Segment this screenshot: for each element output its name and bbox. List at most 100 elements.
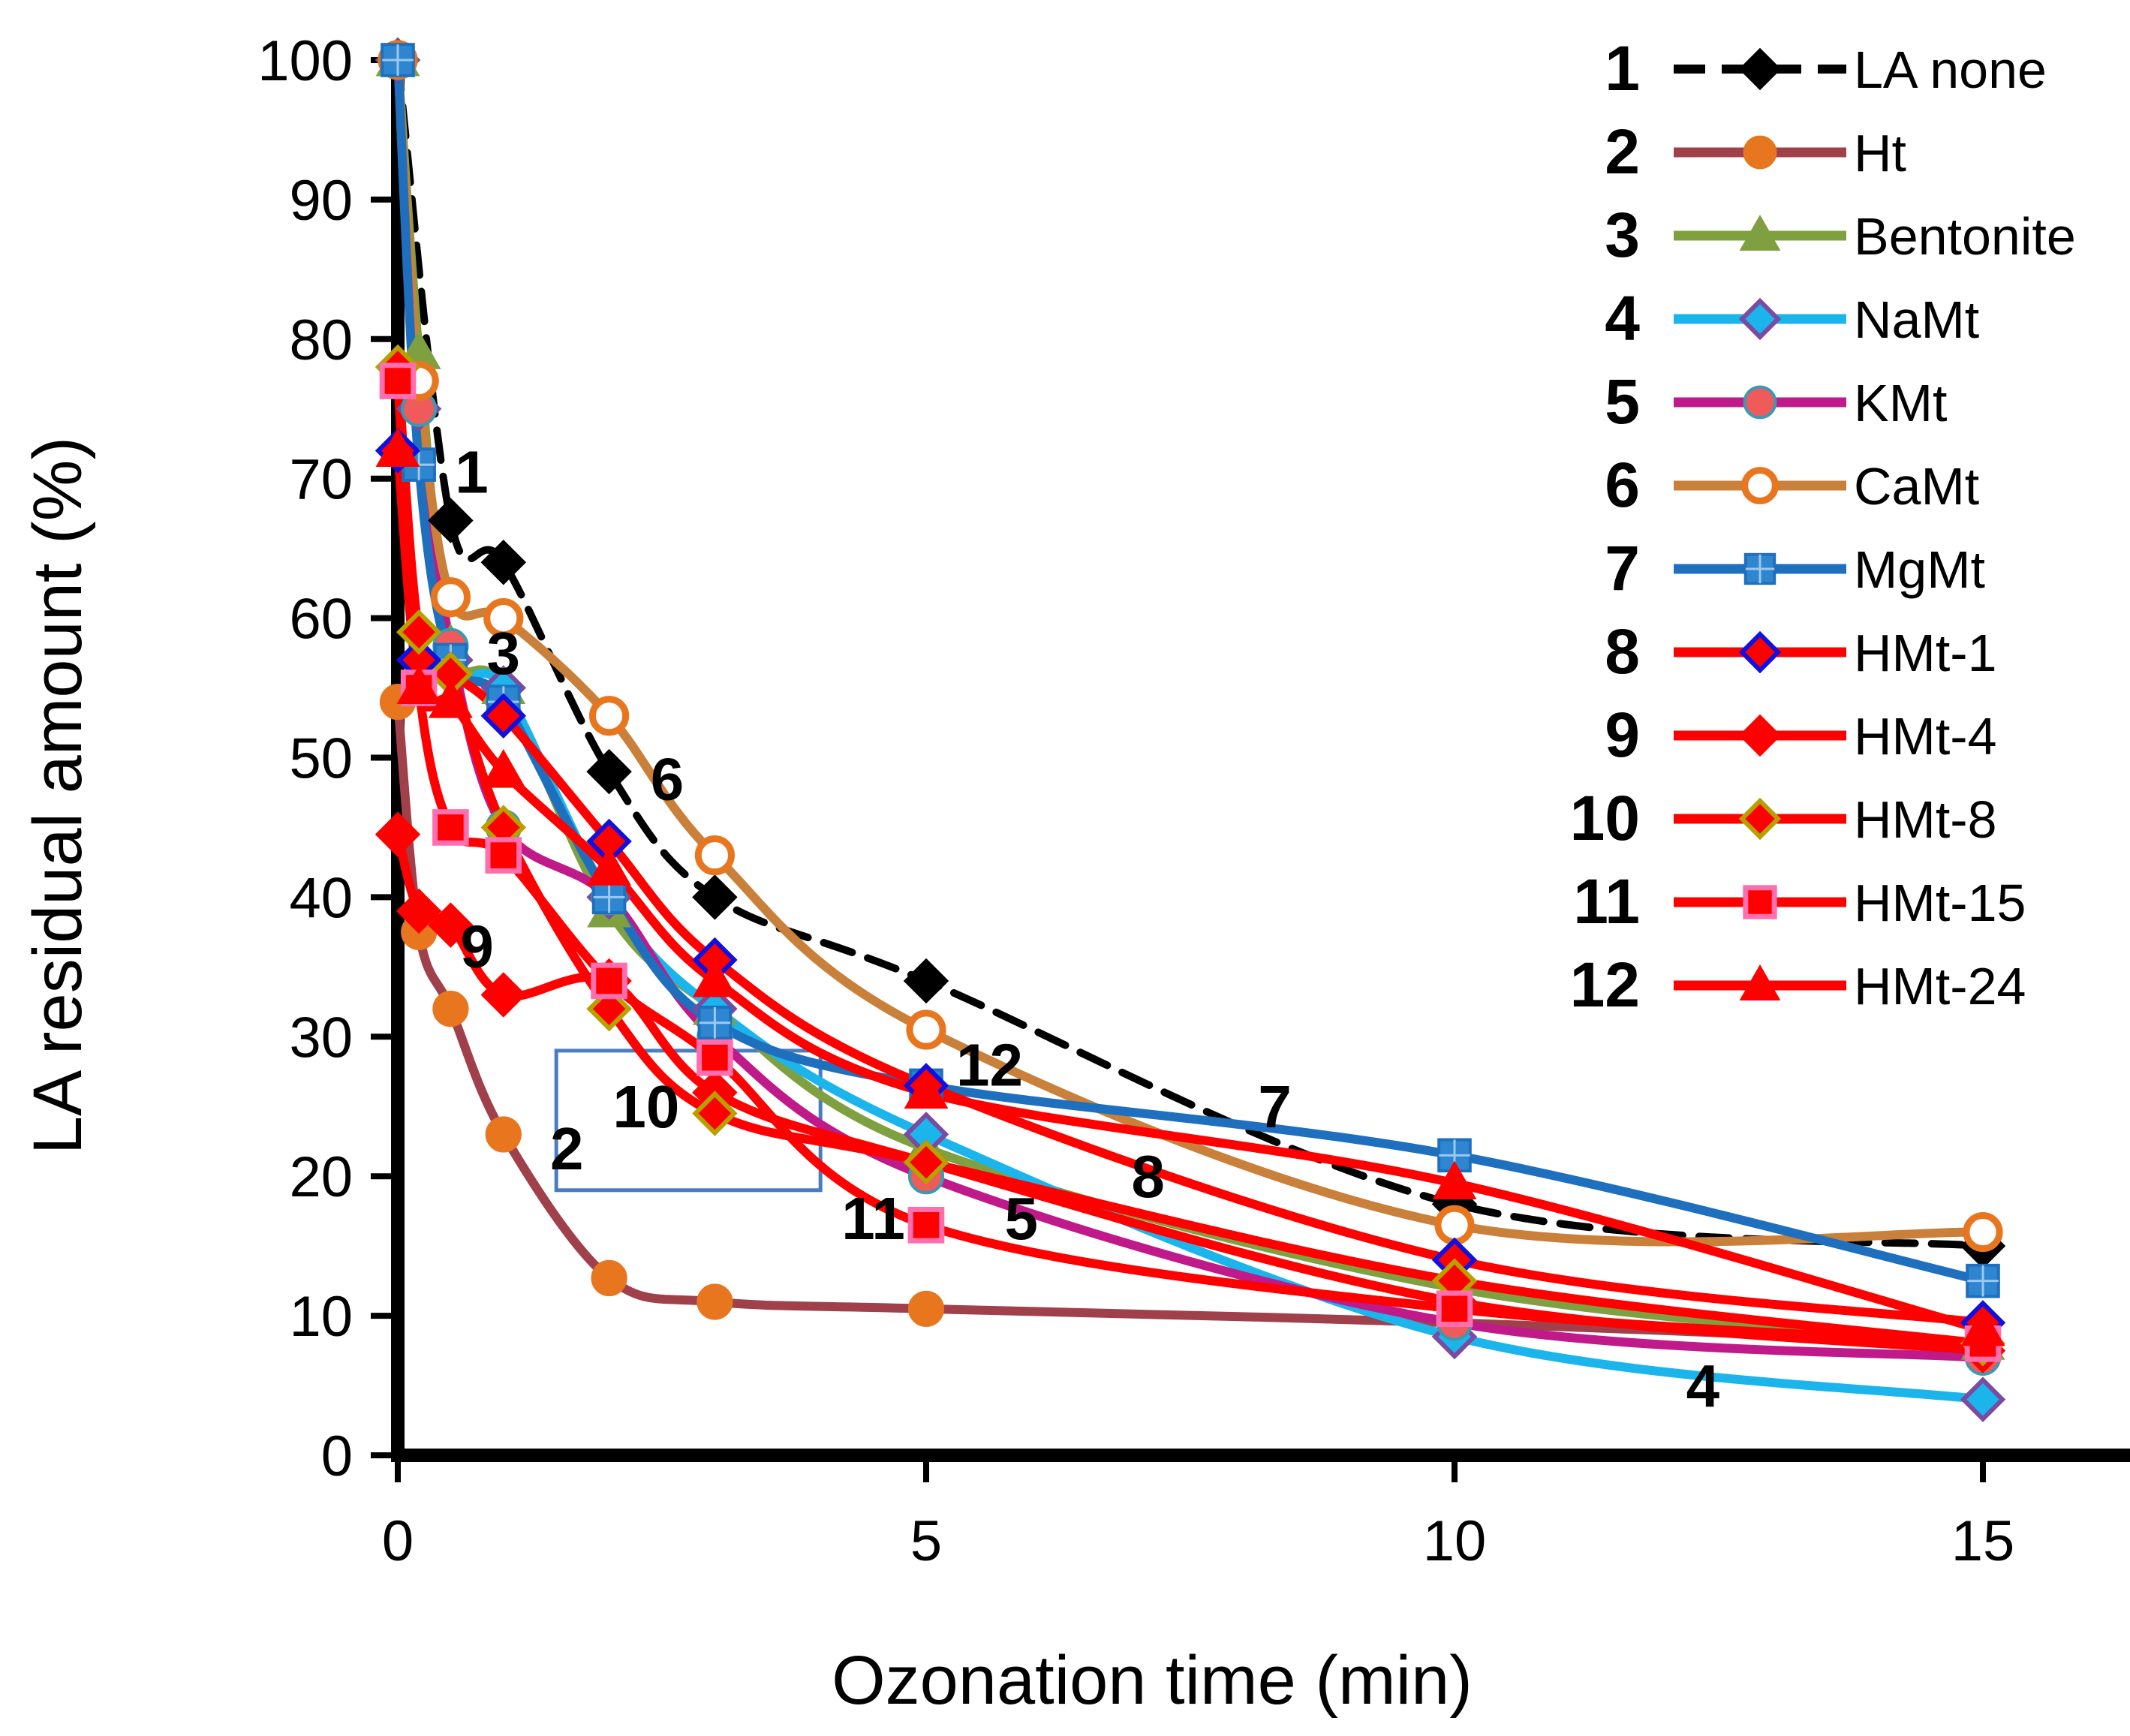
y-tick-label: 10 [289,1285,353,1349]
legend-marker [1743,552,1777,585]
legend-item: 12 HMt-24 [1570,949,2026,1020]
marker-series-1 [480,539,527,585]
marker-series-12 [692,958,737,997]
legend-label: KMt [1854,374,1947,432]
legend-item: 11 HMt-15 [1573,866,2026,937]
marker-series-7 [381,43,415,77]
marker-series-8 [480,693,527,739]
x-tick-label: 0 [382,1509,414,1573]
marker-series-9 [396,888,442,934]
marker-series-11 [485,837,522,874]
y-tick-label: 20 [289,1145,353,1209]
series-markers [375,37,2006,1422]
curve-number-label: 12 [956,1031,1023,1098]
y-tick-label: 40 [289,866,353,930]
marker-series-6 [589,696,630,736]
legend-marker [1738,297,1782,341]
series-line-5 [393,56,1987,1362]
legend-number: 6 [1605,450,1640,520]
marker-series-11 [432,809,469,846]
marker-series-11 [696,1039,733,1076]
marker-series-10 [396,609,442,655]
legend-label: CaMt [1854,457,1979,516]
legend-number: 11 [1573,866,1640,937]
x-tick-label: 5 [910,1509,942,1573]
marker-series-9 [375,811,421,857]
marker-series-10 [692,1091,738,1136]
legend-number: 5 [1605,366,1640,437]
legend-number: 8 [1605,616,1640,687]
series-annotations: 1 3 6 9 10 2 12 7 8 11 5 4 [455,438,1719,1419]
legend-number: 10 [1570,783,1640,853]
legend-item: 1 LA none [1605,33,2047,104]
legend: 1 LA none 2 Ht 3 Bentonite 4 NaMt 5 KMt 6 CaMt 7 MgMt… [1570,33,2076,1020]
marker-series-6 [430,577,471,618]
legend-item: 7 MgMt [1605,533,1985,603]
legend-item: 9 HMt-4 [1605,700,1996,770]
marker-series-1 [692,874,738,920]
marker-series-11 [379,363,417,399]
curve-number-label: 5 [1004,1185,1038,1252]
curve-number-label: 4 [1686,1352,1720,1419]
marker-series-2 [485,1116,522,1153]
legend-item: 4 NaMt [1605,283,1979,354]
legend-label: NaMt [1854,290,1979,349]
marker-series-12 [375,428,420,468]
x-tick-label: 15 [1951,1509,2015,1573]
y-tick-label: 30 [289,1006,353,1070]
marker-series-7 [591,880,627,915]
y-tick-label: 100 [257,29,353,93]
marker-series-2 [907,1290,945,1327]
legend-label: HMt-24 [1854,957,2026,1015]
curve-number-label: 2 [550,1115,584,1182]
legend-marker [1739,214,1781,251]
legend-label: HMt-8 [1854,790,1997,849]
marker-series-11 [1436,1290,1473,1328]
curve-number-label: 3 [487,620,521,687]
marker-series-4 [1960,1376,2006,1422]
legend-item: 2 Ht [1605,116,1906,187]
x-axis-title: Ozonation time (min) [832,1642,1473,1719]
legend-marker [1741,467,1779,504]
legend-number: 7 [1605,533,1640,603]
marker-series-6 [694,835,736,876]
marker-series-12 [1960,1307,2005,1346]
marker-series-11 [907,1206,945,1244]
y-tick-label: 50 [289,727,353,791]
legend-marker [1738,47,1782,91]
marker-series-7 [1966,1263,2000,1298]
marker-series-12 [587,847,632,886]
legend-marker [1738,714,1782,757]
series-line-11 [393,376,1987,1349]
legend-marker [1738,630,1782,674]
legend-item: 8 HMt-1 [1605,616,1996,687]
curve-number-label: 10 [612,1073,679,1140]
marker-series-12 [481,749,526,788]
series-line-3 [393,56,1987,1349]
marker-series-2 [696,1283,733,1320]
legend-label: MgMt [1854,540,1985,599]
legend-marker [1743,135,1777,170]
marker-series-2 [591,1259,627,1297]
legend-number: 9 [1605,700,1640,770]
marker-series-12 [428,679,473,718]
marker-series-9 [480,972,527,1018]
legend-label: HMt-4 [1854,707,1997,766]
legend-item: 5 KMt [1605,366,1947,437]
legend-label: Bentonite [1854,207,2076,266]
legend-number: 1 [1605,33,1640,104]
legend-item: 3 Bentonite [1605,200,2076,270]
curve-number-label: 1 [455,438,489,505]
y-tick-label: 90 [289,169,353,233]
curve-number-label: 11 [841,1185,905,1252]
marker-series-12 [396,665,441,705]
marker-series-6 [1963,1211,2003,1253]
legend-number: 2 [1605,116,1640,187]
y-tick-label: 60 [289,588,353,651]
marker-series-1 [903,958,949,1004]
marker-series-9 [428,902,474,948]
curve-number-label: 6 [651,745,684,812]
y-tick-label: 0 [321,1425,353,1488]
marker-series-12 [1432,1160,1477,1199]
